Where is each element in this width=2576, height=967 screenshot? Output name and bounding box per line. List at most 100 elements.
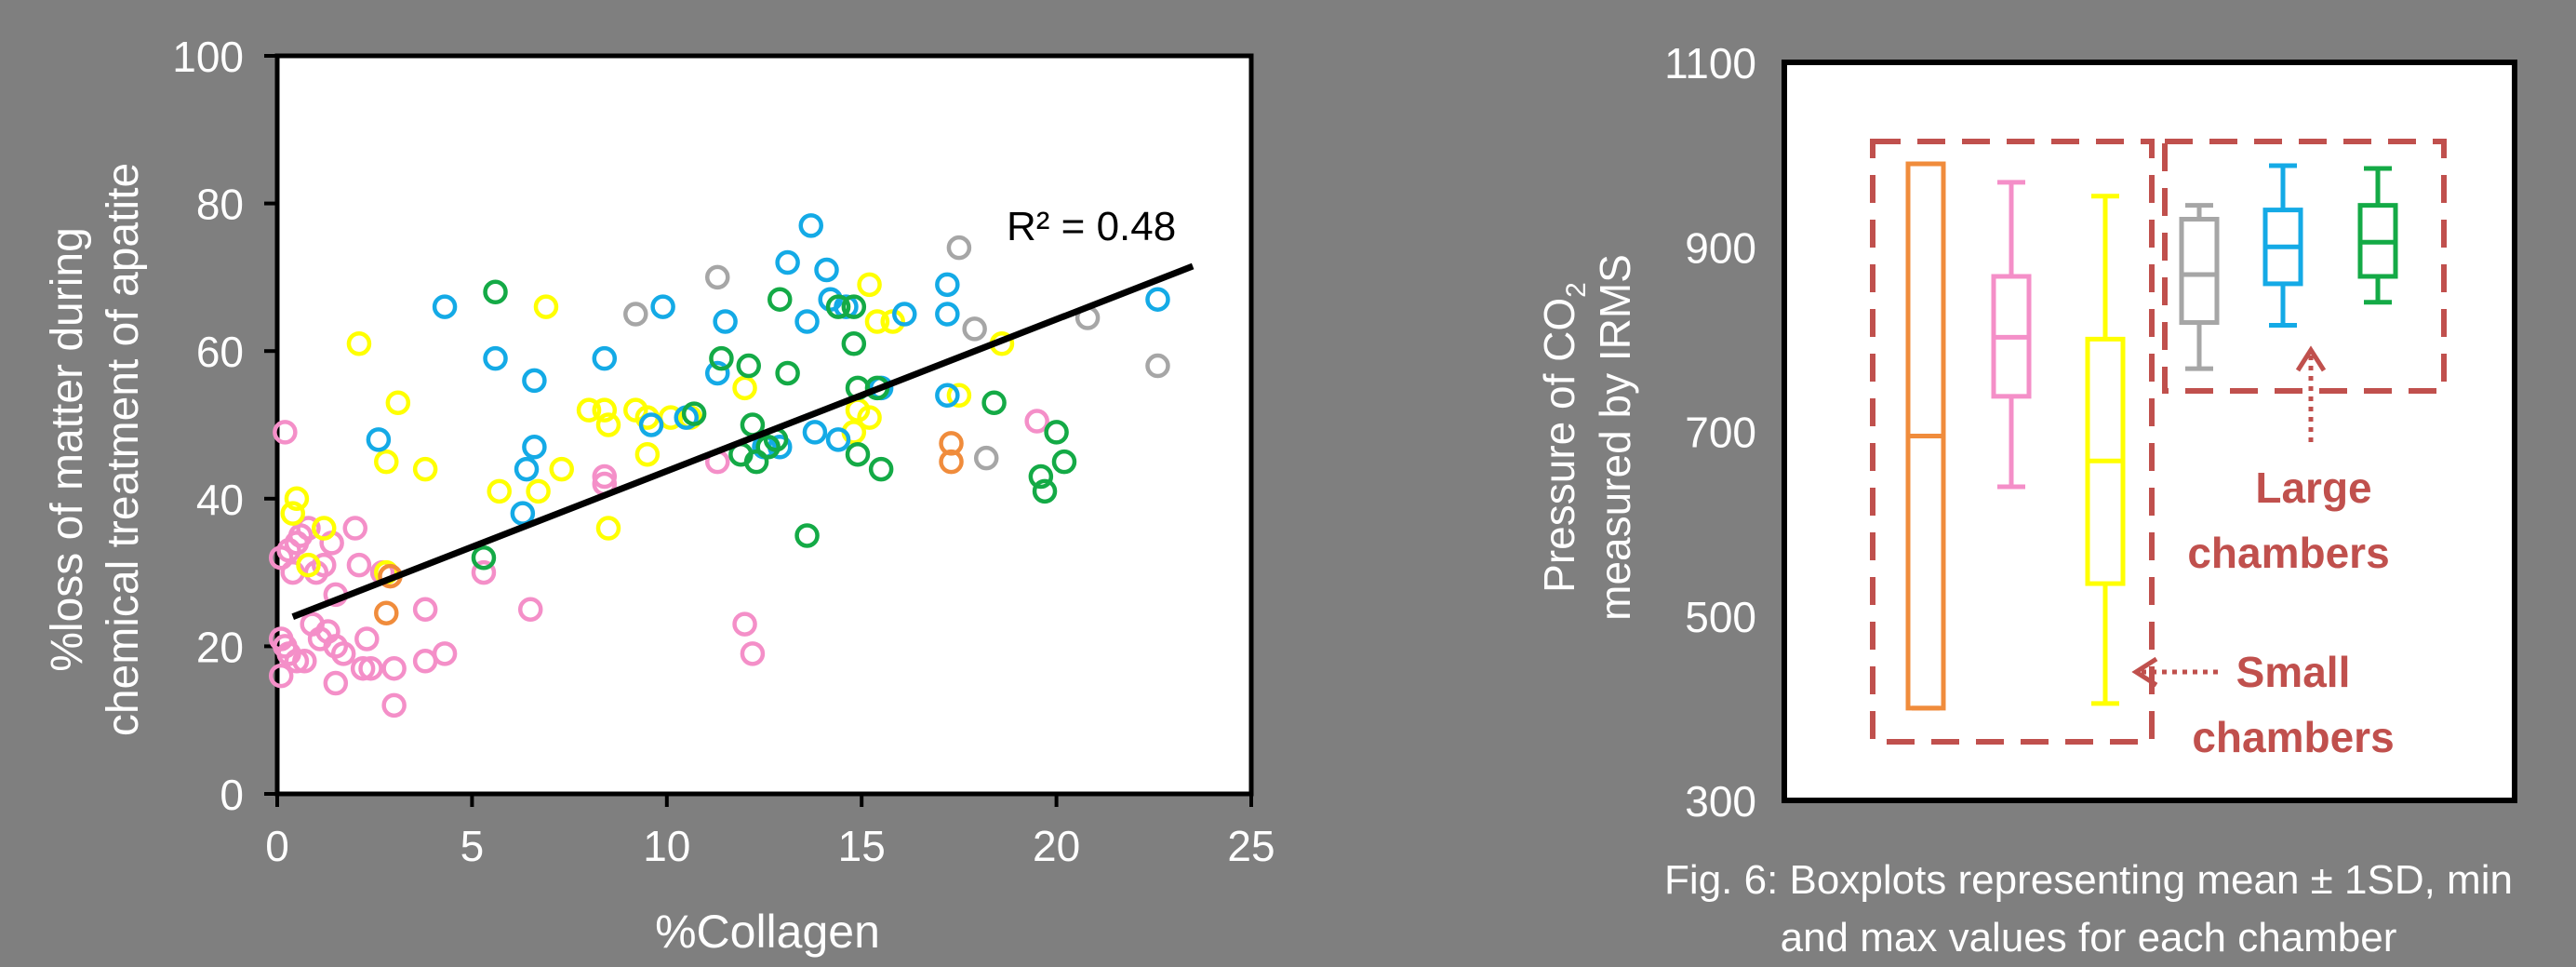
data-point-blue <box>650 294 675 319</box>
data-point-green <box>981 390 1007 415</box>
y-tick-label: 60 <box>196 328 244 376</box>
data-point-orange <box>939 449 964 475</box>
data-point-pink <box>732 611 757 637</box>
data-point-yellow <box>533 294 559 319</box>
data-point-pink <box>323 670 349 696</box>
caption-line-2: and max values for each chamber <box>1780 915 2397 960</box>
data-point-pink <box>517 597 543 622</box>
data-point-pink <box>346 552 372 578</box>
x-tick-label: 20 <box>1033 822 1080 870</box>
data-point-pink <box>342 516 368 541</box>
data-point-blue <box>935 272 960 298</box>
data-point-yellow <box>595 412 621 437</box>
data-point-pink <box>432 641 458 666</box>
data-point-gray <box>973 445 999 471</box>
data-point-yellow <box>280 501 306 526</box>
data-point-gray <box>962 316 987 342</box>
data-point-green <box>825 294 851 319</box>
data-point-pink <box>740 641 766 666</box>
data-point-green <box>1044 420 1069 445</box>
data-point-orange <box>374 600 399 625</box>
data-point-yellow <box>864 309 890 334</box>
data-point-pink <box>284 649 310 674</box>
data-point-blue <box>483 345 508 371</box>
data-point-pink <box>273 420 298 445</box>
data-point-blue <box>798 213 824 238</box>
y-tick-label: 100 <box>172 33 244 81</box>
data-point-green <box>1032 478 1058 504</box>
data-point-pink <box>471 559 497 585</box>
data-point-yellow <box>946 383 972 409</box>
data-point-blue <box>522 435 547 460</box>
data-point-pink <box>350 655 376 681</box>
y-tick-label: 20 <box>196 623 244 671</box>
data-point-green <box>483 279 508 305</box>
y-tick-label: 80 <box>196 181 244 229</box>
scatter-y-axis-label-line-1: %loss of matter during <box>43 227 92 672</box>
scatter-y-axis-label-line-2: chemical treatment of apatite <box>99 163 148 736</box>
data-point-blue <box>522 368 547 394</box>
data-point-green <box>841 294 867 319</box>
data-point-gray <box>1145 353 1170 379</box>
data-point-blue <box>935 302 960 327</box>
data-point-yellow <box>526 478 551 504</box>
data-point-gray <box>704 264 730 290</box>
data-point-blue <box>638 412 664 437</box>
data-point-pink <box>412 597 438 622</box>
scatter-x-axis-label: %Collagen <box>655 906 880 958</box>
data-point-yellow <box>857 272 882 298</box>
data-point-pink <box>354 626 380 651</box>
data-point-blue <box>834 294 859 319</box>
data-point-blue <box>1145 287 1170 312</box>
data-point-yellow <box>592 397 618 423</box>
data-point-green <box>775 360 800 386</box>
y-tick-label: 40 <box>196 476 244 524</box>
data-point-blue <box>935 383 960 409</box>
data-point-green <box>845 441 871 467</box>
data-point-green <box>681 401 707 426</box>
data-point-green <box>743 449 769 475</box>
data-point-blue <box>802 420 828 445</box>
data-point-green <box>471 544 497 571</box>
data-point-yellow <box>857 405 882 430</box>
data-point-yellow <box>385 390 411 415</box>
data-point-yellow <box>412 456 438 482</box>
data-point-gray <box>623 302 648 327</box>
caption-line-1: Fig. 6: Boxplots representing mean ± 1SD… <box>1664 857 2513 903</box>
data-point-pink <box>330 641 356 666</box>
data-point-blue <box>432 294 458 319</box>
data-point-pink <box>268 663 294 689</box>
data-point-pink <box>592 463 618 490</box>
x-tick-label: 25 <box>1227 822 1275 870</box>
x-tick-label: 0 <box>265 822 289 870</box>
data-point-blue <box>814 257 839 283</box>
data-point-green <box>1028 463 1054 490</box>
data-point-pink <box>292 649 317 674</box>
data-point-blue <box>775 249 800 275</box>
data-point-blue <box>510 501 536 526</box>
data-point-yellow <box>296 552 321 578</box>
data-point-blue <box>825 427 851 452</box>
data-point-gray <box>946 235 972 261</box>
data-point-pink <box>381 692 407 719</box>
data-point-green <box>794 523 820 548</box>
r-squared-annotation: R² = 0.48 <box>1007 204 1176 249</box>
data-point-blue <box>892 302 917 327</box>
data-point-blue <box>592 345 618 371</box>
data-point-yellow <box>312 516 337 541</box>
trendline <box>291 262 1195 620</box>
data-point-yellow <box>595 516 621 541</box>
data-point-yellow <box>549 456 574 482</box>
data-point-green <box>736 353 761 379</box>
data-point-pink <box>312 552 337 578</box>
data-point-yellow <box>634 441 661 467</box>
data-point-yellow <box>732 375 757 401</box>
data-point-blue <box>713 309 738 334</box>
x-tick-label: 15 <box>838 822 886 870</box>
data-point-yellow <box>374 449 399 475</box>
data-point-yellow <box>576 397 602 423</box>
data-point-yellow <box>487 478 512 504</box>
data-point-pink <box>296 516 321 541</box>
data-point-green <box>868 456 894 482</box>
